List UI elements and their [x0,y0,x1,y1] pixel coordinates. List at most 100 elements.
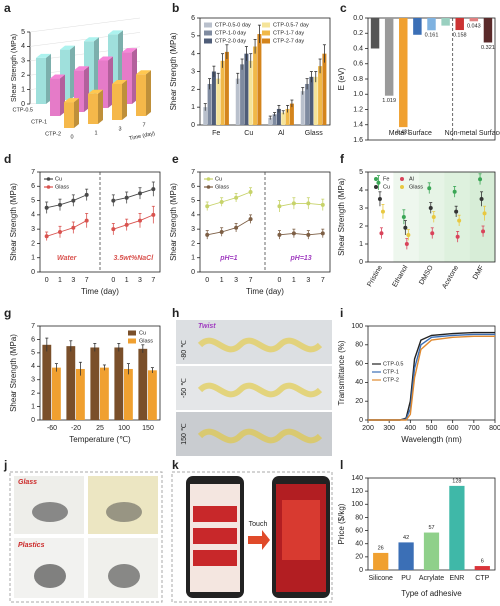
marker [205,204,210,209]
bar [318,66,323,125]
y-tick-label: 7 [31,169,35,176]
bar-top [50,74,65,79]
y-tick-label: 1 [21,86,25,93]
x-tick-label: 7 [249,277,253,284]
bar [112,84,122,120]
bar [90,347,100,420]
x-tick-label: 700 [468,425,480,432]
y-tick-label: 6 [31,336,35,343]
panel-label: g [4,306,11,320]
marker [44,205,49,210]
y-tick-label: 60 [355,527,363,534]
bar-side [108,56,113,108]
marker [219,200,224,204]
marker [403,225,408,230]
bar-top [60,45,75,50]
x-tick-label: 600 [447,425,459,432]
y-tick-label: 0 [359,417,363,424]
band-shade [418,172,445,262]
y-tick-label: 3 [191,226,195,233]
y-axis-label: Shear Strength (MPa) [11,34,18,102]
screen-card [193,550,237,566]
marker [428,206,433,210]
legend-swatch [374,185,378,189]
y-tick-label: 5 [31,350,35,357]
data-label: 57 [428,525,434,531]
y-axis-label: Price ($/kg) [337,503,346,544]
marker [58,230,62,234]
bar [423,532,440,570]
bar [305,83,310,125]
group-label: Non-metal Surface [445,130,500,137]
y-tick-label: 1.6 [353,137,363,144]
x-axis-label: Type of adhesive [401,589,462,598]
y-tick-label: 0.8 [353,76,363,83]
x-tick-label: 800 [489,425,500,432]
x-tick-label: 3 [234,277,238,284]
x-axis-label: Time (day) [129,131,156,142]
y-tick-label: 0 [359,259,363,266]
marker [248,190,253,194]
panel-label: e [172,152,179,166]
marker [452,189,457,194]
y-tick-label: 5 [21,29,25,36]
x-tick-label: 7 [85,277,89,284]
bar [300,91,305,125]
y-tick-label: 2 [31,390,35,397]
y-tick-label: 0 [21,101,25,108]
bar [370,18,380,49]
x-tick-label: 25 [96,425,104,432]
bar [313,76,318,125]
bar-top [84,37,99,42]
bar-side [84,66,89,112]
bar-top [122,48,137,53]
y-tick-label: 3 [359,205,363,212]
y-tick-label: 7 [191,169,195,176]
twisted-film [197,382,323,398]
legend-swatch [400,185,404,189]
y-tick-label: 1 [359,241,363,248]
marker [277,204,282,209]
bar [413,18,422,35]
series-label: CTP-1 [31,119,47,125]
x-tick-label: CTP [475,575,489,582]
legend-swatch [206,177,211,181]
bar [276,108,281,125]
photo-k: Touch [171,471,333,603]
x-tick-label: Acrylate [419,575,444,582]
bar-top [112,80,127,84]
bar-side [70,45,75,100]
marker [380,209,385,214]
x-axis-label: Time (day) [81,287,119,296]
marker [320,202,325,207]
legend-swatch [262,22,270,28]
bar-side [94,37,99,96]
marker [427,186,432,191]
bar [244,53,249,125]
x-tick-label: Silicone [368,575,393,582]
y-tick-label: 5 [31,197,35,204]
panel-label: h [172,306,179,320]
y-tick-label: 60 [355,360,363,367]
marker [291,201,296,206]
marker [84,218,89,223]
x-tick-label: 400 [404,425,416,432]
marker [124,222,129,227]
y-tick-label: 7 [31,323,35,330]
bar [469,18,479,22]
x-axis-label: Temperature (℃) [69,435,131,444]
legend-label: CTP-2-7 day [273,38,304,44]
legend-swatch [262,38,270,44]
photo-frame [9,471,163,603]
legend-swatch [374,177,378,181]
y-tick-label: 3 [31,377,35,384]
x-tick-label: 100 [118,425,130,432]
y-axis-label: Shear Strength (MPa) [9,183,18,261]
legend-label: CTP-2 [383,377,399,383]
bar [114,347,124,420]
bar [399,18,408,128]
bar [427,18,436,31]
y-tick-label: 3 [21,58,25,65]
bar [64,102,74,128]
y-tick-label: 0 [191,122,195,129]
